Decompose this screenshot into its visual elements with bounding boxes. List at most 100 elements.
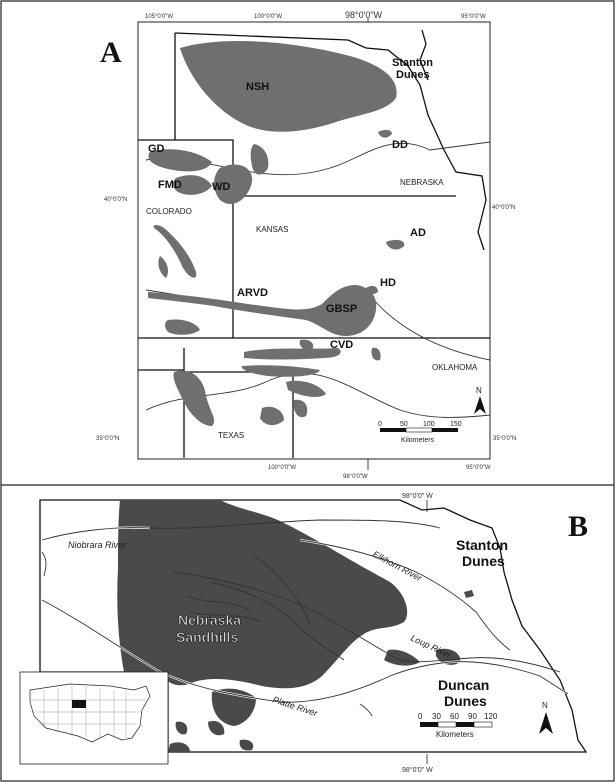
niobrara-river-line	[41, 519, 441, 541]
panel-a-letter: A	[100, 36, 122, 69]
dune-south-5	[239, 739, 254, 751]
dune-nsh	[180, 41, 397, 132]
label-nebraska-sandhills-2: Sandhills	[176, 629, 238, 645]
coord-bottom-right: 95°0'0"W	[466, 465, 491, 471]
scale-a-tick-0: 0	[378, 421, 382, 428]
scale-a-seg-1	[380, 428, 406, 432]
inset-usa-map	[19, 671, 169, 765]
platte-river-line	[41, 599, 569, 703]
scale-a-seg-2	[405, 427, 433, 433]
scale-b-tick-60: 60	[450, 712, 459, 721]
label-stanton-dunes: Dunes	[396, 69, 430, 81]
panel-b: 98°0'0" W 98°0'0" W B Niobrara Ri	[19, 492, 588, 774]
scale-bar-b: 0 30 60 90 120 Kilometers	[418, 712, 498, 739]
missouri-river	[419, 29, 429, 81]
scale-b-seg-3	[456, 722, 474, 727]
coord-b-bottom: 98°0'0" W	[402, 766, 433, 774]
panel-b-letter: B	[568, 510, 588, 543]
canadian-river-a	[145, 372, 491, 418]
coord-top-left: 105°0'0"W	[145, 14, 173, 20]
label-gbsp: GBSP	[326, 303, 357, 315]
label-colorado: COLORADO	[146, 207, 192, 216]
dune-cvd	[244, 348, 341, 360]
north-arrow-b-shape	[539, 712, 553, 734]
label-duncan-dunes-b: Dunes	[444, 693, 487, 709]
texas-panhandle-border	[138, 348, 185, 458]
label-texas: TEXAS	[218, 431, 244, 440]
river-west-spur	[41, 551, 47, 577]
label-arvd: ARVD	[237, 287, 268, 299]
scale-a-seg-3	[432, 428, 458, 432]
dune-colorado-small	[158, 256, 168, 278]
label-gd: GD	[148, 143, 165, 155]
nebraska-border	[174, 32, 487, 251]
scale-b-seg-2	[437, 721, 457, 728]
small-stream	[359, 703, 373, 717]
loup-tributary-2	[253, 555, 311, 625]
coord-bottom-main: 98°0'0"W	[343, 474, 368, 480]
scale-a-tick-100: 100	[423, 421, 435, 428]
coord-top-mid: 100°0'0"W	[254, 14, 282, 20]
inset-state-lines	[30, 686, 146, 738]
dune-arvd-gbsp	[148, 284, 377, 336]
dune-texas-west	[173, 370, 215, 426]
scale-b-seg-1	[420, 722, 438, 727]
north-label-b: N	[542, 701, 548, 710]
label-stanton-dunes-b: Dunes	[462, 553, 505, 569]
scale-b-tick-120: 120	[484, 712, 498, 721]
scale-b-unit: Kilometers	[436, 730, 474, 739]
dune-texas-north	[241, 365, 320, 377]
scale-b-seg-4	[473, 721, 493, 728]
label-nebraska-sandhills-1: Nebraska	[178, 612, 241, 628]
label-nebraska: NEBRASKA	[400, 178, 444, 187]
dune-ad	[386, 239, 405, 250]
dune-wd	[214, 164, 253, 204]
coord-left-40: 40°0'0"N	[104, 197, 127, 203]
dune-south-4	[168, 742, 190, 752]
scale-a-tick-150: 150	[450, 421, 462, 428]
label-dd: DD	[392, 139, 408, 151]
scale-b-tick-90: 90	[468, 712, 477, 721]
inset-nebraska-highlight	[72, 700, 86, 708]
dune-nebraska-sandhills	[117, 500, 408, 689]
dune-south-3	[175, 721, 188, 735]
sandhills-stream-1	[185, 595, 251, 611]
dune-texas-east	[293, 399, 308, 418]
label-stanton: Stanton	[392, 57, 433, 69]
label-kansas: KANSAS	[256, 225, 288, 234]
label-cvd: CVD	[330, 339, 353, 351]
label-nsh: NSH	[246, 81, 269, 93]
panel-a: 105°0'0"W 100°0'0"W 98°0'0"W 95°0'0"W 40…	[96, 10, 516, 480]
dune-colorado-east	[153, 225, 197, 278]
dune-hd	[366, 285, 378, 295]
label-duncan-b: Duncan	[438, 677, 489, 693]
label-ad: AD	[410, 227, 426, 239]
dune-gd	[148, 149, 212, 172]
elkhorn-river-line	[299, 539, 511, 651]
dune-texas-mid	[286, 380, 326, 397]
scale-a-tick-50: 50	[400, 421, 408, 428]
label-stanton-b: Stanton	[456, 537, 508, 553]
coord-right-35: 35°0'0"N	[493, 436, 516, 442]
coord-top-main: 98°0'0"W	[345, 10, 383, 20]
dune-stanton	[464, 590, 474, 598]
dune-cvd-east	[371, 347, 381, 361]
dune-texas-south	[260, 406, 284, 426]
dune-dd	[378, 129, 392, 138]
coord-bottom-mid: 100°0'0"W	[268, 465, 296, 471]
label-hd: HD	[380, 277, 396, 289]
dune-wd-north	[250, 144, 269, 175]
coord-b-top: 98°0'0" W	[402, 492, 433, 500]
north-arrow-a-shape	[474, 396, 486, 414]
north-label-a: N	[476, 386, 482, 395]
dune-arvd-west	[165, 319, 200, 335]
label-fmd: FMD	[158, 179, 182, 191]
loup-river-line	[173, 571, 561, 673]
north-arrow-a-icon: N	[474, 386, 486, 414]
scale-a-unit: Kilometers	[401, 437, 435, 444]
label-wd: WD	[212, 181, 230, 193]
scale-b-tick-30: 30	[432, 712, 441, 721]
sandhills-stream-2	[189, 611, 263, 623]
